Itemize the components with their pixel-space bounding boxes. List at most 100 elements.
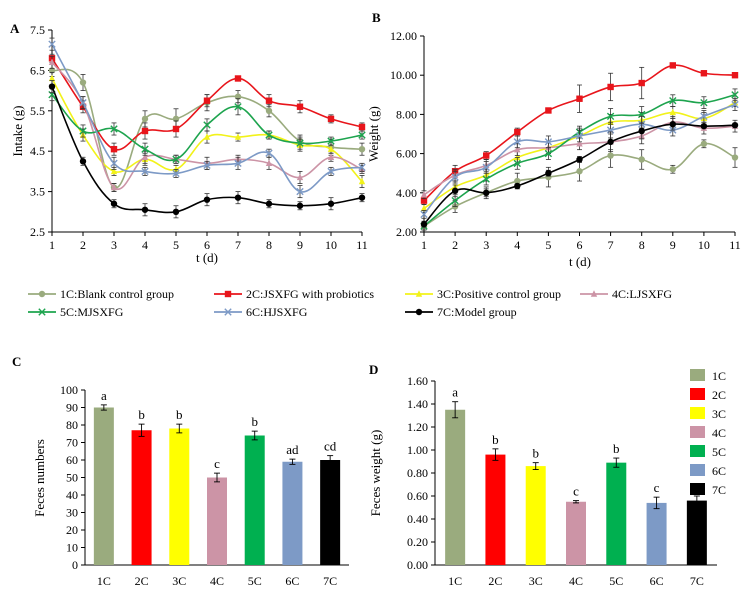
y-tick-label: 2.5: [30, 225, 45, 239]
data-point: [576, 140, 583, 147]
data-point: [110, 200, 118, 207]
y-tick-label: 2.00: [396, 225, 417, 239]
data-point: [606, 112, 615, 121]
legend-marker: [224, 308, 232, 316]
y-tick-label: 50: [66, 471, 78, 485]
data-point: [731, 72, 739, 79]
bar: [485, 454, 506, 565]
data-point: [141, 127, 149, 135]
data-point: [576, 156, 583, 163]
legend-label: 2C:JSXFG with probiotics: [246, 287, 374, 301]
data-point: [451, 173, 459, 181]
data-point: [141, 167, 149, 176]
x-tick-label: 6C: [285, 574, 299, 588]
y-tick-label: 8.00: [396, 107, 417, 121]
y-tick-label: 0.00: [407, 558, 428, 572]
data-point: [483, 152, 490, 159]
bar-group-6c: c 6C: [646, 480, 667, 588]
bar-group-2c: b 2C: [131, 407, 152, 588]
data-point: [669, 108, 676, 116]
y-tick-label: 0.40: [407, 512, 428, 526]
data-point: [358, 163, 366, 172]
legend-marker: [415, 308, 423, 316]
y-tick-label: 4.5: [30, 144, 45, 158]
panel-letter: D: [369, 362, 378, 377]
y-tick-label: 90: [66, 401, 78, 415]
data-point: [110, 183, 118, 191]
data-point: [296, 187, 304, 196]
y-tick-label: 100: [60, 383, 78, 397]
data-point: [172, 155, 180, 163]
legend-swatch: [690, 483, 705, 495]
data-point: [669, 121, 676, 128]
data-point: [513, 138, 521, 146]
data-point: [110, 167, 118, 175]
data-point: [327, 137, 335, 145]
bar-legend-item-3c: 3C: [690, 407, 726, 421]
y-tick-label: 1.40: [407, 397, 428, 411]
x-tick-label: 3C: [529, 574, 543, 588]
data-point: [172, 165, 180, 173]
data-point: [327, 145, 335, 152]
data-point: [141, 145, 149, 153]
legend-label: 7C:Model group: [437, 305, 517, 319]
bar: [686, 500, 707, 565]
panel-b: B 2.00 4.00 6.00 8.00 10.00 12.00 1 2 3 4 5 6 7 8 9 10 11…: [366, 10, 741, 269]
bar: [282, 461, 303, 565]
legend-swatch: [690, 388, 705, 400]
bar: [566, 501, 586, 565]
bar: [320, 460, 341, 565]
data-point: [172, 169, 180, 178]
x-tick-label: 9: [297, 238, 303, 252]
data-point: [265, 149, 273, 157]
x-tick-label: 11: [356, 238, 368, 252]
y-tick-label: 1.60: [407, 374, 428, 388]
data-point: [700, 70, 708, 77]
data-point: [576, 95, 583, 102]
data-point: [172, 208, 180, 215]
x-tick-label: 7: [608, 238, 614, 252]
significance-label: b: [492, 432, 499, 447]
bar-group-1c: a 1C: [93, 388, 114, 588]
legend-item-7c: 7C:Model group: [405, 305, 517, 319]
legend-item-3c: 3C:Positive control group: [405, 287, 561, 301]
significance-label: a: [452, 385, 458, 400]
data-point: [514, 128, 521, 136]
legend-item-2c: 2C:JSXFG with probiotics: [214, 287, 374, 301]
y-axis-label: Weight (g): [366, 106, 381, 162]
bar: [606, 462, 627, 565]
y-tick-label: 7.5: [30, 23, 45, 37]
bar-legend-item-1c: 1C: [690, 369, 726, 383]
data-point: [172, 115, 180, 123]
legend-swatch: [690, 464, 705, 476]
bar-group-5c: b 5C: [244, 414, 265, 588]
data-point: [79, 99, 87, 107]
x-tick-label: 4C: [210, 574, 224, 588]
data-point: [265, 200, 273, 207]
data-point: [48, 67, 56, 74]
series-7c: [48, 80, 366, 219]
significance-label: b: [532, 446, 539, 461]
x-tick-label: 6: [577, 238, 583, 252]
data-point: [234, 133, 242, 140]
data-point: [265, 107, 273, 115]
data-point: [141, 115, 149, 123]
legend-label: 2C: [712, 388, 726, 402]
data-point: [203, 133, 211, 140]
line-legend: 1C:Blank control group 2C:JSXFG with prob…: [28, 287, 672, 319]
significance-label: b: [613, 441, 620, 456]
series-3c: [420, 98, 739, 213]
data-point: [545, 107, 552, 114]
data-point: [327, 167, 335, 176]
legend-marker: [590, 290, 598, 297]
x-tick-label: 1C: [448, 574, 462, 588]
data-point: [296, 202, 304, 209]
data-point: [700, 140, 708, 147]
bar-legend-item-7c: 7C: [690, 483, 726, 497]
x-tick-label: 8: [639, 238, 645, 252]
data-point: [234, 159, 242, 168]
legend-marker: [38, 290, 46, 298]
series-line: [423, 142, 736, 227]
data-point: [731, 91, 739, 99]
x-tick-label: 5C: [609, 574, 623, 588]
